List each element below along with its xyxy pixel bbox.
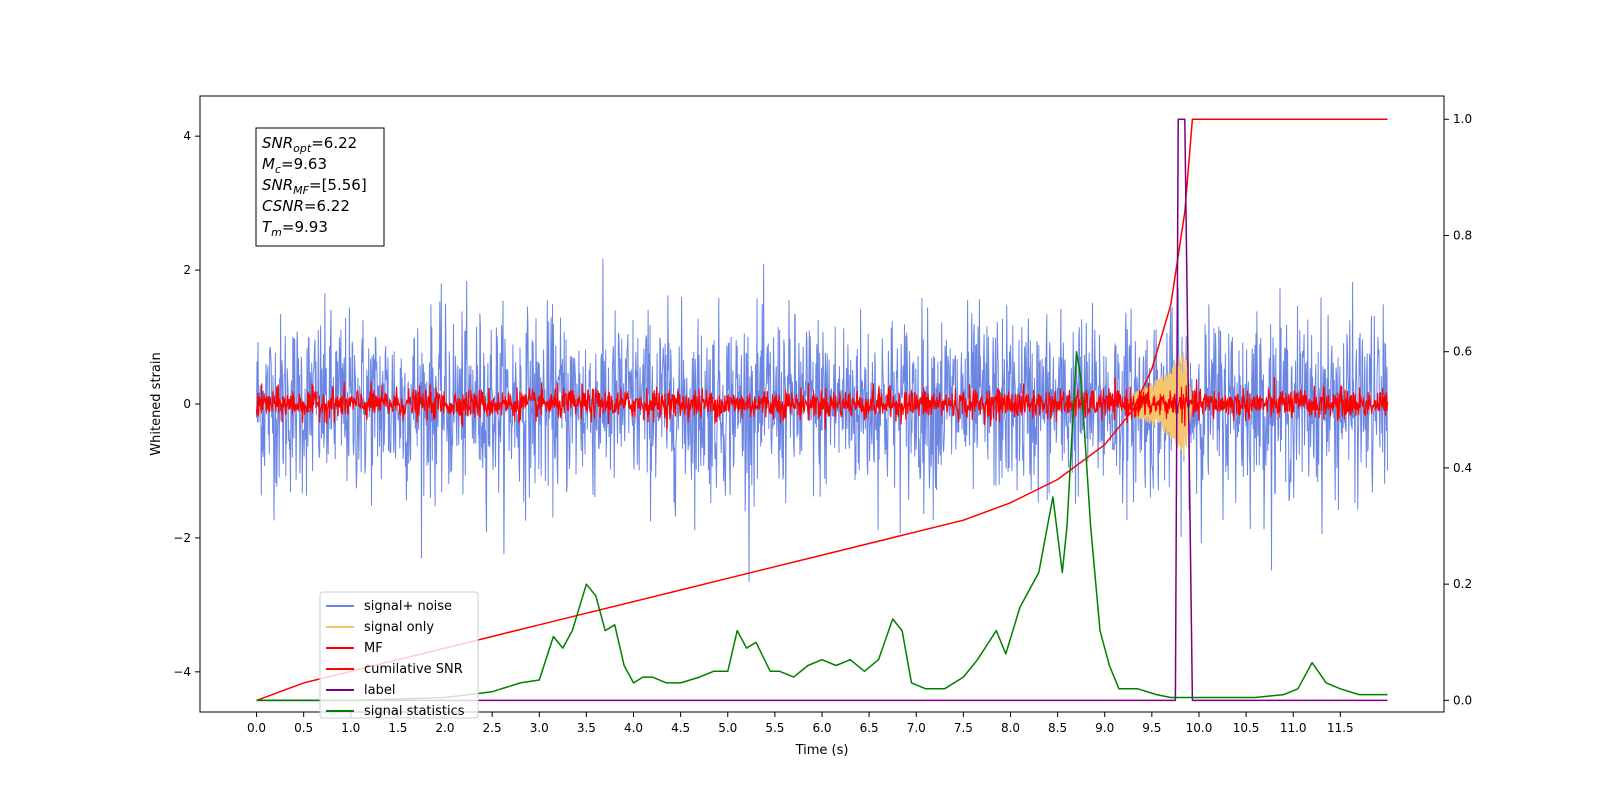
x-tick-label: 10.0 [1186, 721, 1213, 735]
y-axis-left: −4 −2 0 2 4 [173, 129, 200, 679]
y-tick-label: −2 [173, 531, 191, 545]
annotation-line: CSNR=6.22 [262, 197, 350, 215]
x-tick-label: 4.5 [671, 721, 690, 735]
x-tick-label: 7.0 [907, 721, 926, 735]
annotation-line: Tm=9.93 [262, 218, 328, 239]
y2-tick-label: 0.0 [1453, 693, 1472, 707]
x-tick-label: 5.0 [718, 721, 737, 735]
y-tick-label: 2 [183, 263, 191, 277]
x-tick-label: 2.0 [435, 721, 454, 735]
x-tick-label: 0.0 [247, 721, 266, 735]
x-tick-label: 2.5 [483, 721, 502, 735]
y2-tick-label: 0.2 [1453, 577, 1472, 591]
legend-label-signal-statistics: signal statistics [364, 704, 465, 719]
y-axis-label: Whitened strain [149, 352, 164, 455]
x-tick-label: 4.0 [624, 721, 643, 735]
x-tick-label: 5.5 [765, 721, 784, 735]
y2-tick-label: 1.0 [1453, 112, 1472, 126]
x-axis: 0.0 0.5 1.0 1.5 2.0 2.5 3.0 3.5 4.0 4.5 5.0 5.5 6.0 6… [247, 712, 1354, 735]
y2-tick-label: 0.8 [1453, 228, 1472, 242]
x-tick-label: 6.0 [812, 721, 831, 735]
x-tick-label: 9.0 [1095, 721, 1114, 735]
y-tick-label: −4 [173, 665, 191, 679]
x-tick-label: 6.5 [860, 721, 879, 735]
legend-frame [319, 591, 479, 719]
x-tick-label: 11.0 [1280, 721, 1307, 735]
x-tick-label: 11.5 [1327, 721, 1354, 735]
series-signal-noise [256, 258, 1388, 583]
x-axis-label: Time (s) [795, 743, 849, 758]
y-axis-right: 0.0 0.2 0.4 0.6 0.8 1.0 [1444, 112, 1472, 707]
x-tick-label: 3.5 [577, 721, 596, 735]
annotation-line: SNRMF=[5.56] [262, 176, 367, 197]
x-tick-label: 9.5 [1142, 721, 1161, 735]
series-mf [255, 377, 1389, 430]
series-label [256, 118, 1388, 702]
legend-label-signal-noise: signal+ noise [364, 599, 452, 614]
annotation-frame [255, 127, 385, 247]
x-tick-label: 7.5 [954, 721, 973, 735]
y-tick-label: 4 [183, 129, 191, 143]
legend-label-mf: MF [364, 641, 383, 656]
x-tick-label: 8.5 [1048, 721, 1067, 735]
x-tick-label: 1.0 [341, 721, 360, 735]
legend-label-label: label [364, 683, 395, 698]
y2-tick-label: 0.6 [1453, 345, 1472, 359]
x-tick-label: 8.0 [1001, 721, 1020, 735]
legend-label-cumilative-snr: cumilative SNR [364, 662, 463, 677]
legend-label-signal-only: signal only [364, 620, 434, 635]
annotation-line: Mc=9.63 [262, 155, 327, 176]
y-tick-label: 0 [183, 397, 191, 411]
legend: signal+ noise signal only MF cumilative SNR… [319, 591, 479, 719]
y2-tick-label: 0.4 [1453, 461, 1472, 475]
x-tick-label: 1.5 [388, 721, 407, 735]
x-tick-label: 3.0 [530, 721, 549, 735]
x-tick-label: 10.5 [1233, 721, 1260, 735]
annotation-line: SNRopt=6.22 [262, 134, 357, 155]
series-signal-statistics [256, 350, 1388, 702]
x-tick-label: 0.5 [294, 721, 313, 735]
